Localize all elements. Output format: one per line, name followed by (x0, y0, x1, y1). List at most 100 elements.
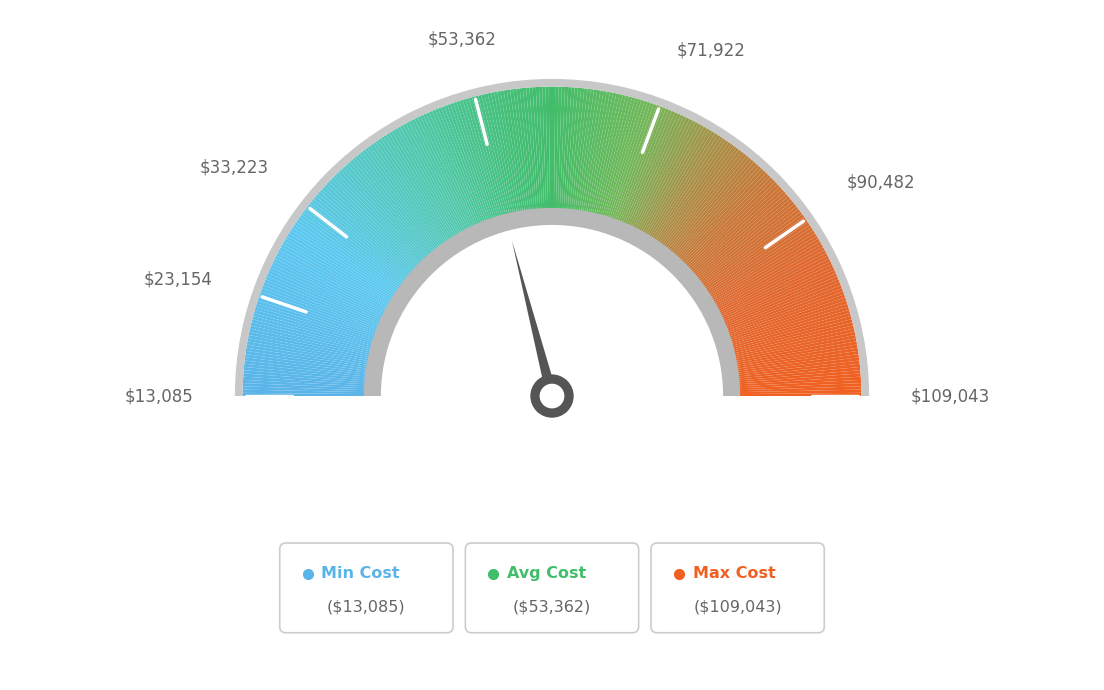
Wedge shape (591, 93, 619, 215)
Wedge shape (729, 300, 847, 341)
Wedge shape (721, 267, 835, 321)
Wedge shape (692, 194, 788, 276)
Wedge shape (736, 360, 860, 377)
Wedge shape (438, 107, 486, 224)
Wedge shape (723, 276, 838, 326)
Wedge shape (287, 233, 394, 300)
Wedge shape (454, 102, 495, 220)
Wedge shape (725, 285, 842, 331)
Wedge shape (627, 113, 681, 227)
Wedge shape (736, 357, 859, 375)
Wedge shape (702, 214, 804, 288)
Text: $13,085: $13,085 (125, 387, 193, 405)
Wedge shape (654, 137, 723, 242)
Wedge shape (243, 390, 367, 394)
Wedge shape (667, 154, 746, 252)
Wedge shape (720, 264, 834, 319)
Wedge shape (696, 199, 793, 279)
Wedge shape (360, 152, 438, 250)
Wedge shape (733, 328, 854, 357)
Wedge shape (675, 164, 760, 258)
Wedge shape (284, 239, 392, 303)
Wedge shape (670, 157, 752, 254)
Wedge shape (680, 172, 768, 264)
Wedge shape (235, 79, 869, 396)
Wedge shape (257, 300, 375, 341)
Wedge shape (672, 159, 754, 255)
Wedge shape (728, 297, 847, 339)
Wedge shape (432, 110, 481, 225)
Wedge shape (677, 166, 762, 259)
Text: ($53,362): ($53,362) (513, 600, 591, 615)
Wedge shape (631, 116, 687, 229)
Wedge shape (710, 233, 817, 300)
Wedge shape (255, 306, 374, 344)
Text: Max Cost: Max Cost (693, 566, 775, 582)
Wedge shape (615, 105, 660, 222)
Wedge shape (729, 304, 848, 342)
Wedge shape (639, 124, 701, 233)
Wedge shape (626, 112, 678, 226)
Wedge shape (247, 342, 369, 365)
Wedge shape (604, 99, 641, 218)
Wedge shape (732, 319, 852, 352)
Wedge shape (368, 146, 443, 247)
Wedge shape (248, 332, 371, 359)
Wedge shape (520, 88, 534, 211)
Wedge shape (737, 393, 861, 396)
Wedge shape (701, 212, 803, 287)
Wedge shape (250, 328, 371, 357)
Wedge shape (718, 255, 829, 313)
Wedge shape (412, 119, 469, 230)
Wedge shape (679, 170, 766, 262)
Wedge shape (266, 276, 381, 326)
Wedge shape (257, 297, 376, 339)
Wedge shape (737, 380, 861, 388)
Wedge shape (737, 377, 861, 386)
Wedge shape (392, 130, 457, 237)
Wedge shape (304, 209, 404, 286)
Wedge shape (641, 125, 704, 235)
Wedge shape (705, 222, 809, 293)
Wedge shape (342, 166, 427, 259)
Wedge shape (447, 104, 491, 221)
Wedge shape (488, 92, 516, 215)
Wedge shape (309, 201, 407, 281)
Wedge shape (607, 101, 648, 219)
Wedge shape (690, 189, 784, 273)
Wedge shape (262, 285, 379, 331)
Wedge shape (567, 88, 581, 211)
Wedge shape (735, 348, 858, 369)
Wedge shape (661, 146, 736, 247)
Wedge shape (572, 88, 587, 212)
Wedge shape (714, 244, 824, 306)
Wedge shape (554, 87, 559, 210)
Wedge shape (588, 92, 616, 215)
Wedge shape (609, 102, 650, 220)
Wedge shape (429, 111, 480, 226)
Wedge shape (503, 90, 524, 213)
Wedge shape (683, 177, 773, 266)
Wedge shape (365, 148, 442, 248)
Wedge shape (344, 164, 429, 258)
Wedge shape (362, 150, 439, 249)
Wedge shape (400, 125, 463, 235)
Wedge shape (697, 201, 795, 281)
Text: $71,922: $71,922 (677, 41, 746, 59)
Wedge shape (707, 225, 811, 295)
Wedge shape (735, 351, 859, 371)
Wedge shape (444, 105, 489, 222)
Wedge shape (629, 115, 683, 228)
Wedge shape (669, 155, 750, 253)
Wedge shape (311, 199, 408, 279)
Wedge shape (730, 310, 850, 346)
Wedge shape (246, 348, 369, 369)
Wedge shape (450, 103, 492, 221)
Wedge shape (244, 367, 368, 380)
Text: $23,154: $23,154 (144, 271, 212, 289)
Wedge shape (523, 88, 537, 211)
Wedge shape (682, 175, 771, 265)
Wedge shape (689, 186, 782, 272)
Wedge shape (254, 310, 374, 346)
Wedge shape (243, 380, 367, 388)
